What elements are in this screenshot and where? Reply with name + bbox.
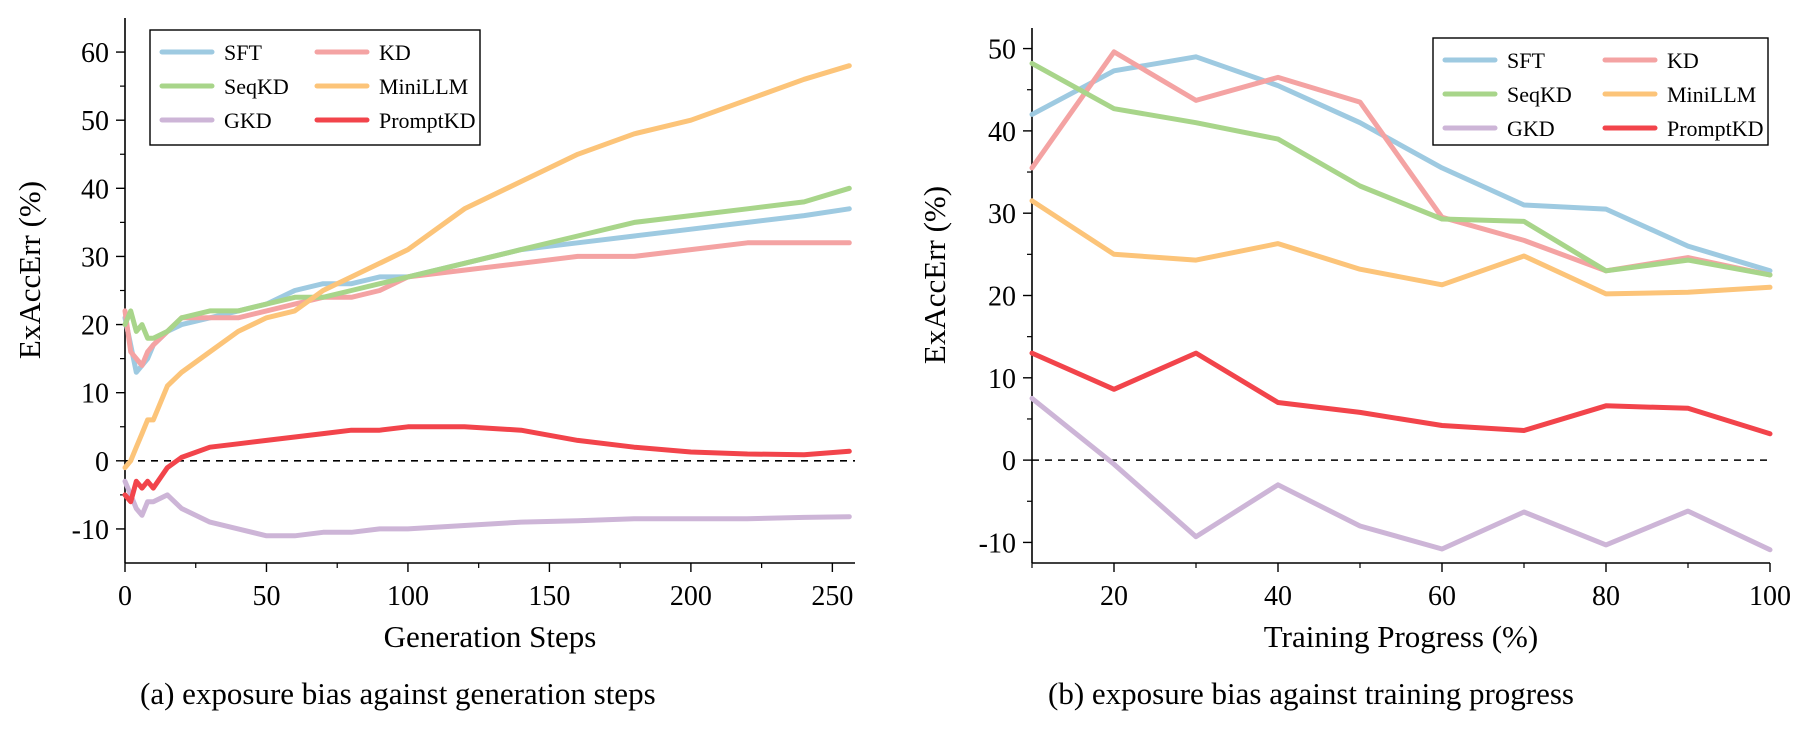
series-line-kd	[122, 240, 852, 368]
legend-label-seqkd: SeqKD	[224, 74, 289, 99]
x-tick-label: 50	[252, 581, 280, 612]
legend-label-minillm: MiniLLM	[379, 74, 468, 99]
y-tick-label: 10	[81, 379, 109, 410]
x-tick-label: 80	[1592, 581, 1620, 612]
x-tick-label: 250	[811, 581, 853, 612]
x-tick-label: 150	[528, 581, 570, 612]
y-tick-label: 60	[81, 38, 109, 69]
legend-label-promptkd: PromptKD	[379, 108, 476, 133]
x-tick-label: 60	[1428, 581, 1456, 612]
y-tick-label: 50	[988, 35, 1016, 66]
y-tick-label: 30	[81, 242, 109, 273]
legend-label-sft: SFT	[1507, 48, 1545, 73]
x-tick-label: 0	[118, 581, 132, 612]
x-tick-label: 100	[1749, 581, 1791, 612]
y-tick-label: -10	[979, 528, 1016, 559]
series-line-minillm	[1029, 198, 1773, 297]
panel-a-chart: -10 0 10 20 30 40 50 60 0 50 100 150 200 250 Generatio…	[12, 18, 855, 654]
legend-label-minillm: MiniLLM	[1667, 82, 1756, 107]
series-line-sft	[1029, 54, 1773, 274]
legend-label-gkd: GKD	[1507, 116, 1555, 141]
legend-label-kd: KD	[1667, 48, 1699, 73]
legend: SFT KD SeqKD MiniLLM GKD PromptKD	[149, 29, 481, 146]
y-axis-label: ExAccErr (%)	[12, 181, 47, 359]
y-tick-label: -10	[72, 515, 109, 546]
x-tick-label: 200	[670, 581, 712, 612]
legend-label-seqkd: SeqKD	[1507, 82, 1572, 107]
y-axis-label: ExAccErr (%)	[917, 186, 952, 364]
legend-label-gkd: GKD	[224, 108, 272, 133]
y-tick-label: 30	[988, 199, 1016, 230]
x-tick-label: 100	[387, 581, 429, 612]
legend: SFT KD SeqKD MiniLLM GKD PromptKD	[1432, 37, 1769, 146]
legend-label-sft: SFT	[224, 40, 262, 65]
caption-panel-a: (a) exposure bias against generation ste…	[140, 676, 656, 711]
series-line-gkd	[122, 478, 852, 539]
legend-label-kd: KD	[379, 40, 411, 65]
caption-panel-b: (b) exposure bias against training progr…	[1048, 676, 1575, 711]
panel-b-chart: -10 0 10 20 30 40 50 20 40 60 80 100 Training Progre…	[917, 28, 1791, 654]
y-tick-label: 10	[988, 364, 1016, 395]
series-line-seqkd	[1029, 60, 1773, 278]
series-line-sft	[122, 206, 852, 375]
y-tick-label: 40	[988, 117, 1016, 148]
y-tick-label: 20	[81, 311, 109, 342]
x-tick-label: 40	[1264, 581, 1292, 612]
x-axis-label: Generation Steps	[384, 619, 597, 654]
y-tick-label: 20	[988, 282, 1016, 313]
y-tick-label: 0	[1002, 446, 1016, 477]
series-line-minillm	[122, 63, 852, 471]
x-axis-label: Training Progress (%)	[1264, 619, 1538, 654]
y-tick-label: 0	[95, 447, 109, 478]
series-line-promptkd	[122, 424, 852, 505]
series-line-seqkd	[122, 185, 852, 341]
legend-label-promptkd: PromptKD	[1667, 116, 1764, 141]
series-line-promptkd	[1029, 350, 1773, 437]
y-tick-label: 50	[81, 106, 109, 137]
y-tick-label: 40	[81, 174, 109, 205]
series-line-gkd	[1029, 395, 1773, 553]
x-tick-label: 20	[1100, 581, 1128, 612]
